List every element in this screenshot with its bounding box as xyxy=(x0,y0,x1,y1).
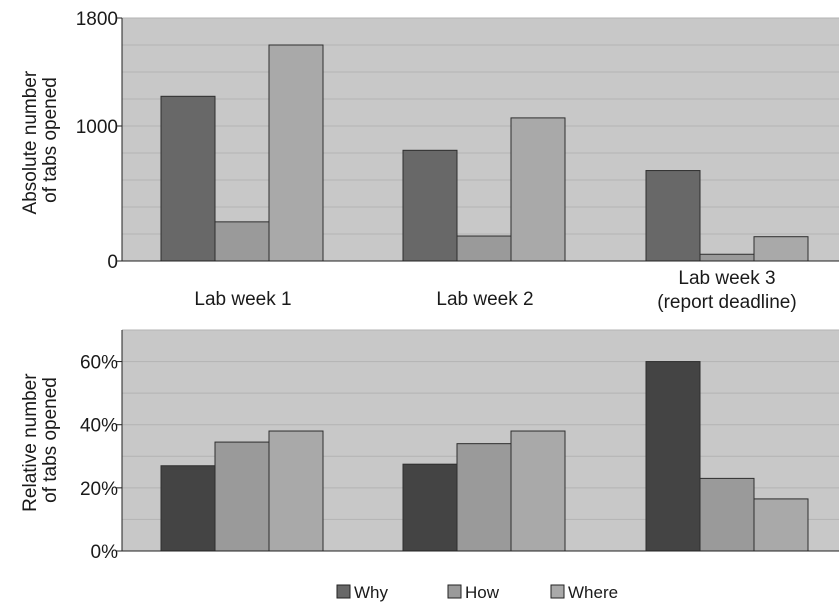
relative-tabs-chart: 0% 20% 40% 60% Relative number of tabs open… xyxy=(20,329,839,563)
y-axis-title-line-1: Absolute number xyxy=(20,70,41,214)
y-tick-label: 1800 xyxy=(76,9,118,30)
bar-how-3 xyxy=(699,477,755,552)
y-tick-label: 1000 xyxy=(76,117,118,138)
bar-why-3 xyxy=(645,361,701,552)
legend-label: How xyxy=(465,583,500,602)
bar-why-2 xyxy=(402,463,458,552)
y-tick-label: 60% xyxy=(80,353,118,374)
y-axis-title-line-2: of tabs opened xyxy=(40,377,61,503)
bar-where-2 xyxy=(510,430,566,552)
bar-why-2 xyxy=(402,149,458,262)
bar-why-1 xyxy=(160,95,216,262)
bars xyxy=(160,44,809,262)
y-tick-labels: 0 1000 1800 xyxy=(76,9,122,273)
bar-where-2 xyxy=(510,117,566,262)
legend-label: Where xyxy=(568,583,618,602)
bar-where-1 xyxy=(268,44,324,262)
y-tick-label: 20% xyxy=(80,479,118,500)
category-labels: Lab week 1 Lab week 2 Lab week 3 (report de… xyxy=(194,268,796,313)
category-label: Lab week 1 xyxy=(194,289,291,310)
category-label-line: Lab week 3 xyxy=(678,268,775,289)
bar-where-3 xyxy=(753,236,809,262)
legend-item-why: Why xyxy=(336,583,389,602)
bar-where-3 xyxy=(753,498,809,552)
y-axis-title: Absolute number of tabs opened xyxy=(20,66,61,215)
legend-item-where: Where xyxy=(550,583,618,602)
legend-swatch xyxy=(447,584,462,599)
legend-item-how: How xyxy=(447,583,500,602)
bar-where-1 xyxy=(268,430,324,552)
bar-how-1 xyxy=(214,441,270,552)
bar-how-3 xyxy=(699,253,755,262)
category-label: Lab week 2 xyxy=(436,289,533,310)
absolute-tabs-chart: 0 1000 1800 Lab week 1 Lab week 2 Lab week 3… xyxy=(20,9,839,313)
y-axis-title-line-2: of tabs opened xyxy=(40,77,61,203)
category-label: Lab week 3 (report deadline) xyxy=(657,268,796,313)
y-tick-labels: 0% 20% 40% 60% xyxy=(80,353,122,563)
bar-why-1 xyxy=(160,465,216,552)
bar-how-2 xyxy=(456,443,512,552)
y-tick-label: 40% xyxy=(80,416,118,437)
y-tick-label: 0 xyxy=(107,252,118,273)
y-axis-title: Relative number of tabs opened xyxy=(20,368,61,512)
legend-label: Why xyxy=(354,583,389,602)
bar-how-1 xyxy=(214,221,270,262)
category-label-line: (report deadline) xyxy=(657,292,796,313)
bar-why-3 xyxy=(645,170,701,262)
bars xyxy=(160,361,809,552)
y-axis-title-line-1: Relative number xyxy=(20,373,41,512)
legend-swatch xyxy=(550,584,565,599)
legend-swatch xyxy=(336,584,351,599)
bar-how-2 xyxy=(456,235,512,262)
plot-area xyxy=(122,18,839,261)
legend: Why How Where xyxy=(336,583,618,602)
y-tick-label: 0% xyxy=(91,542,119,563)
